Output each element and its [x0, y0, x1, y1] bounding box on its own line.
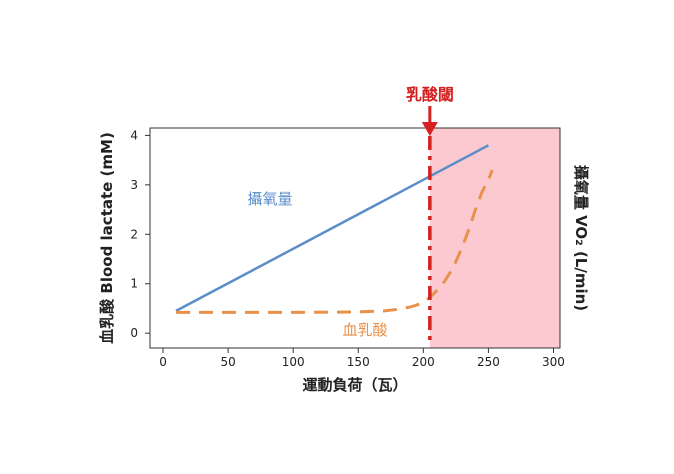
series-line-lactate: [176, 169, 494, 314]
y-tick-label: 1: [130, 277, 138, 291]
x-tick-label: 100: [282, 355, 305, 369]
shaded-region: [429, 128, 560, 348]
x-tick-label: 250: [477, 355, 500, 369]
x-axis-title: 運動負荷（瓦）: [302, 376, 407, 394]
plot-frame: [149, 127, 561, 349]
threshold-group: [421, 106, 438, 344]
y-tick-label: 4: [130, 128, 138, 142]
x-tick-label: 150: [347, 355, 370, 369]
axes: 0 50 100 150 200 250 300 0 1 2 3 4: [130, 127, 565, 369]
x-tick-label: 300: [542, 355, 565, 369]
y-tick-label: 3: [130, 178, 138, 192]
series-label-lactate: 血乳酸: [342, 321, 387, 339]
x-tick-label: 50: [220, 355, 235, 369]
threshold-arrow-head: [421, 122, 438, 136]
series-line-vo2: [175, 144, 489, 313]
x-tick-label: 200: [412, 355, 435, 369]
y-axis-title-left: 血乳酸 Blood lactate (mM): [98, 132, 116, 344]
post-threshold-region: [429, 128, 560, 348]
threshold-label: 乳酸閾: [406, 85, 454, 104]
y-tick-label: 2: [130, 227, 138, 241]
y-axis-title-right: 攝氧量 VO₂ (L/min): [572, 165, 590, 311]
x-tick-label: 0: [159, 355, 167, 369]
series-group: [175, 144, 494, 314]
y-tick-label: 0: [130, 326, 138, 340]
series-label-vo2: 攝氧量: [247, 190, 292, 208]
